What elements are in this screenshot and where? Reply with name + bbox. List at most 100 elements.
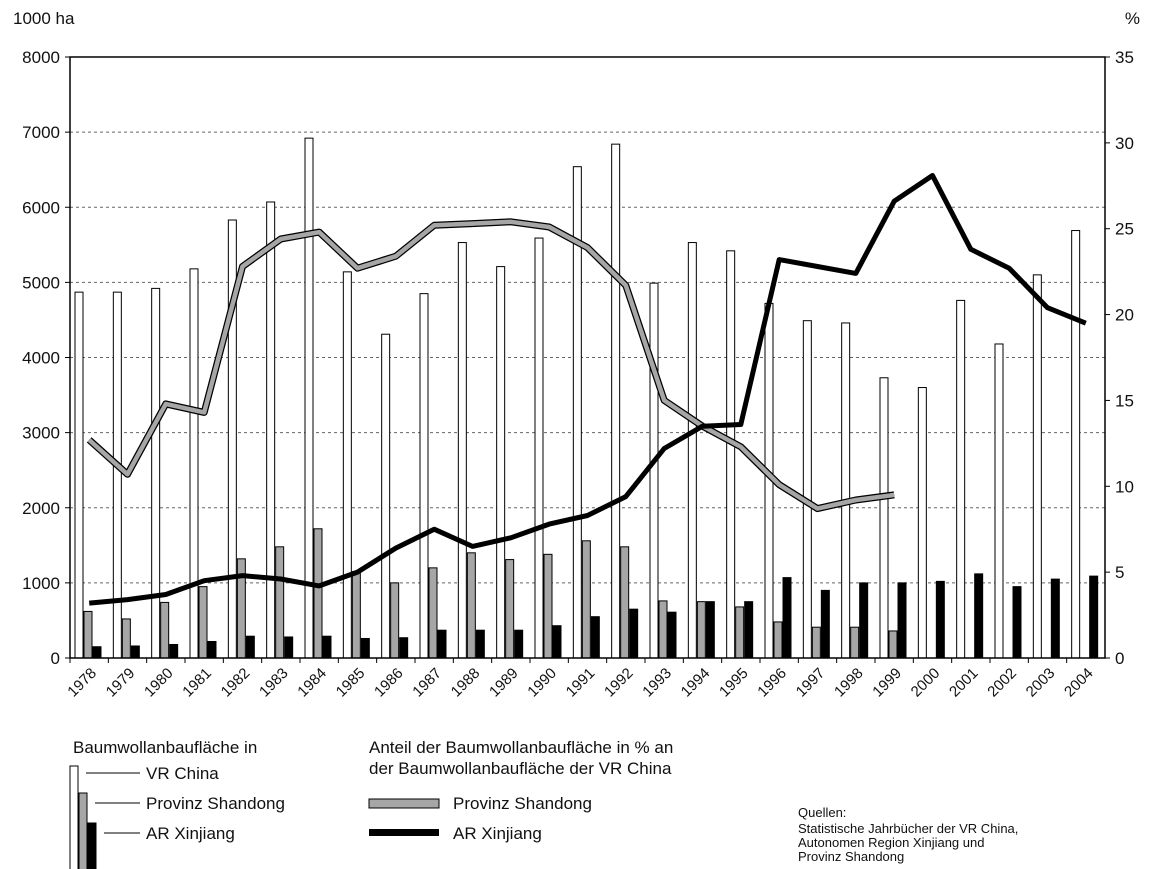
x-tick-label: 1981 [179, 665, 215, 701]
bar-ar-xinjiang-1998 [859, 582, 869, 659]
bar-ar-xinjiang-1986 [399, 637, 409, 659]
legend-bar-xinjiang-swatch [87, 822, 97, 869]
bar-vr-china-2000 [917, 387, 927, 659]
bar-provinz-shandong-1991 [581, 540, 591, 659]
legend-lines-title-1: Anteil der Baumwollanbaufläche in % an [369, 738, 674, 757]
legend-bar-item-shandong: Provinz Shandong [146, 794, 285, 813]
x-tick-label: 1995 [716, 665, 752, 701]
bar-ar-xinjiang-1987 [437, 629, 447, 659]
sources-line-1: Statistische Jahrbücher der VR China, [798, 821, 1019, 836]
bar-ar-xinjiang-1988 [475, 629, 485, 659]
legend-bar-item-china: VR China [146, 764, 219, 783]
bar-vr-china-1981 [189, 268, 199, 659]
bar-vr-china-1993 [649, 282, 659, 659]
bar-ar-xinjiang-1983 [284, 636, 294, 659]
lines-group [86, 173, 1087, 606]
x-tick-label: 1992 [601, 665, 637, 701]
y-right-tick-label: 20 [1115, 306, 1134, 325]
y-right-tick-label: 0 [1115, 649, 1124, 668]
bar-ar-xinjiang-1978 [92, 646, 102, 659]
bar-vr-china-1997 [802, 320, 812, 659]
legend-bar-china-swatch [69, 765, 79, 869]
bar-provinz-shandong-1978 [83, 610, 93, 659]
x-tick-label: 1999 [869, 665, 905, 701]
legend-line-shandong-swatch [368, 798, 440, 809]
bar-vr-china-2004 [1071, 230, 1081, 659]
bar-vr-china-1988 [457, 242, 467, 659]
bar-provinz-shandong-1983 [275, 546, 285, 659]
bar-vr-china-1983 [266, 201, 276, 659]
bar-ar-xinjiang-1989 [514, 629, 524, 659]
bar-ar-xinjiang-1995 [744, 601, 754, 659]
x-tick-label: 1989 [486, 665, 522, 701]
x-tick-label: 1998 [831, 665, 867, 701]
y-right-tick-label: 15 [1115, 391, 1134, 410]
bar-ar-xinjiang-1996 [782, 577, 792, 659]
bar-vr-china-1980 [151, 287, 161, 659]
bar-provinz-shandong-1999 [888, 630, 898, 659]
x-tick-label: 1990 [524, 665, 560, 701]
bar-provinz-shandong-1985 [351, 571, 361, 659]
bar-ar-xinjiang-2000 [935, 580, 945, 659]
x-tick-label: 2003 [1023, 665, 1059, 701]
legend-bars-title: Baumwollanbaufläche in [73, 738, 258, 757]
bar-provinz-shandong-1995 [735, 606, 745, 659]
bar-vr-china-2001 [956, 299, 966, 659]
legend-lines-title-2: der Baumwollanbaufläche der VR China [369, 759, 672, 778]
bar-ar-xinjiang-2004 [1089, 575, 1099, 659]
bar-provinz-shandong-1979 [121, 618, 131, 659]
bar-vr-china-1986 [381, 333, 391, 659]
bar-vr-china-1992 [611, 143, 621, 659]
x-tick-label: 1985 [333, 665, 369, 701]
bar-vr-china-1984 [304, 137, 314, 659]
x-tick-label: 1982 [218, 665, 254, 701]
x-tick-label: 2001 [946, 665, 982, 701]
bar-provinz-shandong-1984 [313, 528, 323, 659]
bar-provinz-shandong-1986 [390, 582, 400, 659]
x-tick-label: 1993 [639, 665, 675, 701]
bar-provinz-shandong-1980 [160, 601, 170, 659]
bars-group [74, 137, 1099, 659]
bar-vr-china-1999 [879, 377, 889, 659]
bar-vr-china-1994 [687, 242, 697, 659]
bar-ar-xinjiang-1985 [360, 637, 370, 659]
bar-ar-xinjiang-1982 [245, 635, 255, 659]
x-tick-label: 2002 [984, 665, 1020, 701]
y-left-tick-label: 7000 [22, 123, 60, 142]
bar-ar-xinjiang-1984 [322, 635, 332, 659]
bar-ar-xinjiang-2001 [974, 573, 984, 659]
y-left-unit: 1000 ha [13, 9, 75, 28]
bar-ar-xinjiang-1981 [207, 640, 217, 659]
bar-ar-xinjiang-1980 [169, 643, 179, 659]
legend-line-item-shandong: Provinz Shandong [453, 794, 592, 813]
bar-vr-china-1978 [74, 291, 84, 659]
bar-vr-china-1990 [534, 237, 544, 659]
bar-vr-china-1985 [342, 271, 352, 659]
bar-provinz-shandong-1994 [696, 601, 706, 659]
sources-line-3: Provinz Shandong [798, 849, 905, 864]
y-right-tick-label: 10 [1115, 477, 1134, 496]
legend-glyphs [69, 765, 440, 869]
x-tick-label: 1983 [256, 665, 292, 701]
bar-ar-xinjiang-1991 [590, 616, 600, 659]
y-right-tick-label: 35 [1115, 48, 1134, 67]
sources-title: Quellen: [798, 805, 847, 820]
bar-provinz-shandong-1992 [620, 546, 630, 659]
x-tick-label: 1997 [793, 665, 829, 701]
bar-vr-china-1987 [419, 293, 429, 659]
bar-provinz-shandong-1990 [543, 553, 553, 659]
legend-bar-shandong-swatch [78, 792, 88, 869]
legend-bar-item-xinjiang: AR Xinjiang [146, 824, 235, 843]
bar-ar-xinjiang-1993 [667, 611, 677, 659]
y-right-tick-label: 5 [1115, 563, 1124, 582]
bar-ar-xinjiang-2003 [1050, 578, 1060, 659]
bar-ar-xinjiang-1979 [130, 645, 140, 659]
bar-provinz-shandong-1989 [505, 559, 515, 659]
bar-ar-xinjiang-1999 [897, 582, 907, 659]
bar-ar-xinjiang-1992 [629, 608, 639, 659]
bar-provinz-shandong-1996 [773, 621, 783, 659]
x-tick-label: 1979 [103, 665, 139, 701]
x-tick-label: 1987 [409, 665, 445, 701]
y-left-tick-label: 4000 [22, 349, 60, 368]
bar-ar-xinjiang-1990 [552, 625, 562, 659]
